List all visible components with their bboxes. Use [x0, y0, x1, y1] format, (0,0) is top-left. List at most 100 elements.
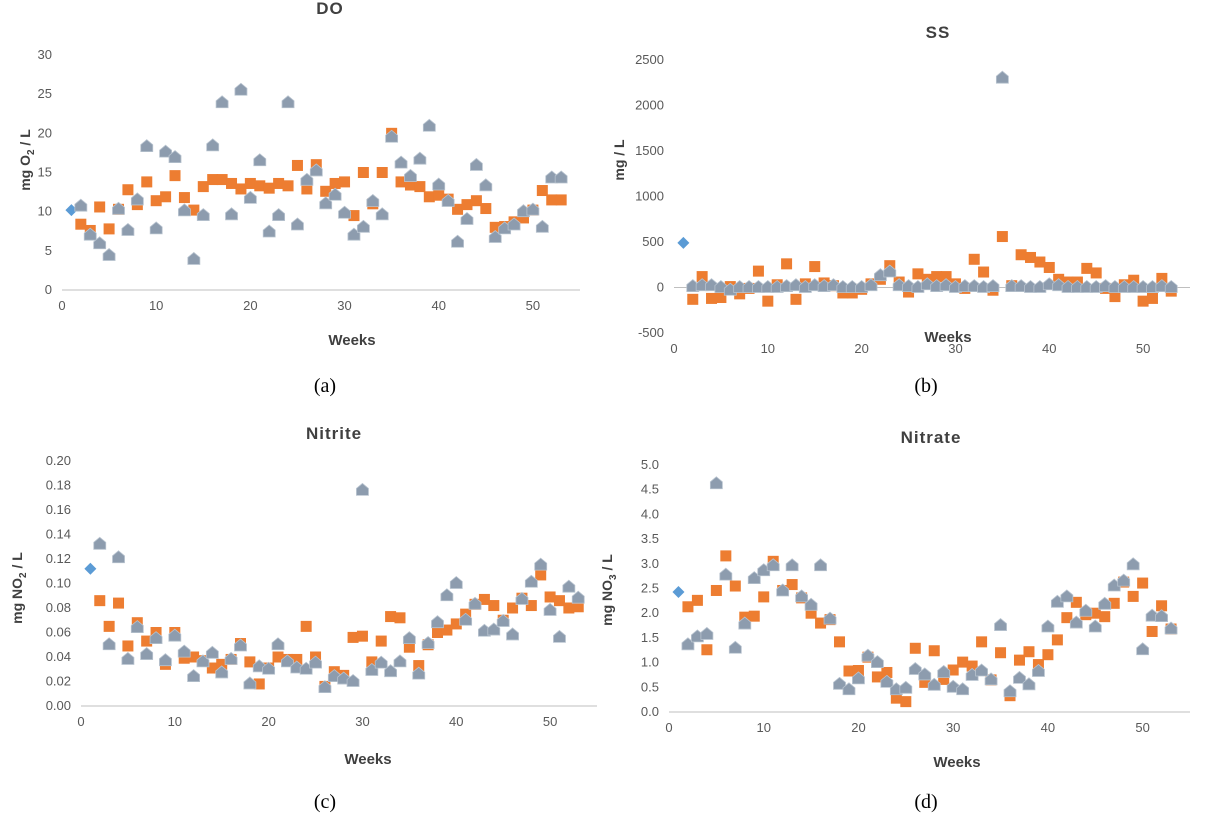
data-point-square	[433, 189, 445, 201]
data-point-pentagon	[899, 680, 913, 694]
data-point-square	[395, 176, 407, 188]
x-tick-label: 40	[1041, 720, 1055, 735]
data-point-square	[843, 665, 855, 677]
data-point-pentagon	[883, 264, 897, 278]
data-point-pentagon	[422, 118, 436, 132]
y-tick-label: 0.20	[46, 453, 71, 468]
data-point-pentagon	[159, 144, 173, 158]
data-point-pentagon	[766, 558, 780, 572]
data-point-pentagon	[393, 654, 407, 668]
data-point-square	[488, 600, 500, 612]
plot-area-2: 0 10 20 30 40 50 0.00 0.02 0.04 0.06 0.08 0.10 0.12 0…	[46, 453, 597, 729]
data-point-pentagon	[93, 536, 107, 550]
data-point-square	[480, 203, 492, 215]
data-point-pentagon	[328, 187, 342, 201]
data-point-square	[1013, 654, 1025, 666]
panel-a: DO Weeks mg O2 / L (a)	[17, 0, 376, 397]
data-point-square	[122, 640, 134, 652]
data-point-square	[188, 204, 200, 216]
data-point-pentagon	[479, 178, 493, 192]
data-point-square	[940, 271, 952, 283]
data-point-square	[1146, 625, 1158, 637]
data-point-square	[150, 195, 162, 207]
panel-caption-a: (a)	[314, 375, 336, 397]
data-point-square	[404, 179, 416, 191]
plot-area-3: 0 10 20 30 40 50 0.0 0.5 1.0 1.5 2.0 2.5 3.0 3.5 4.0 4.…	[641, 457, 1190, 735]
data-point-square	[1137, 295, 1149, 307]
data-point-square	[912, 268, 924, 280]
data-point-square	[216, 174, 228, 186]
data-point-square	[1127, 590, 1139, 602]
x-tick-label: 0	[665, 720, 672, 735]
data-point-pentagon	[1164, 621, 1178, 635]
data-point-pentagon	[262, 661, 276, 675]
data-point-pentagon	[205, 645, 219, 659]
data-point-pentagon	[785, 558, 799, 572]
data-point-square	[1034, 256, 1046, 268]
data-point-square	[320, 185, 332, 197]
data-point-square	[478, 593, 490, 605]
data-point-pentagon	[535, 219, 549, 233]
data-point-square	[94, 201, 106, 213]
data-point-square	[1089, 607, 1101, 619]
y-tick-label: 1.0	[641, 655, 659, 670]
data-point-square	[1099, 611, 1111, 623]
data-point-pentagon	[986, 279, 1000, 292]
data-point-pentagon	[526, 202, 540, 216]
data-point-square	[938, 673, 950, 685]
y-axis-label-mg-no3: mg NO3 / L	[599, 554, 619, 626]
data-point-pentagon	[140, 647, 154, 660]
data-point-pentagon	[243, 676, 257, 690]
data-point-square	[563, 602, 575, 614]
data-point-square	[1051, 634, 1063, 646]
data-point-pentagon	[253, 153, 267, 167]
data-point-pentagon	[1136, 642, 1150, 656]
data-point-square	[507, 602, 519, 614]
data-point-square	[1109, 291, 1121, 303]
y-tick-label: 0.5	[641, 679, 659, 694]
data-point-pentagon	[215, 95, 229, 109]
y-axis-label-mg-per-l: mg / L	[611, 139, 627, 181]
data-point-square	[919, 676, 931, 688]
x-tick-label: 30	[337, 298, 351, 313]
data-point-square	[786, 579, 798, 591]
data-point-square	[781, 258, 793, 270]
data-point-pentagon	[738, 616, 752, 630]
data-point-pentagon	[728, 640, 742, 654]
y-tick-label: 2.5	[641, 581, 659, 596]
x-axis-label-weeks: Weeks	[328, 332, 375, 349]
data-point-square	[273, 177, 285, 189]
data-point-square	[536, 185, 548, 197]
data-point-pentagon	[1060, 589, 1074, 603]
y-axis-label-subscript: 2	[18, 572, 29, 578]
data-point-pentagon	[814, 558, 827, 572]
data-point-square	[968, 253, 980, 265]
data-point-diamond	[672, 585, 685, 598]
panel-caption-b: (b)	[914, 375, 937, 397]
y-tick-label: 0.0	[641, 704, 659, 719]
data-point-pentagon	[309, 163, 323, 177]
data-point-pentagon	[366, 193, 380, 207]
x-tick-label: 10	[168, 714, 182, 729]
data-point-square	[957, 656, 969, 668]
data-point-square	[1156, 600, 1168, 612]
panel-c: Nitrite Weeks mg NO2 / L (c)	[9, 424, 392, 813]
data-point-pentagon	[562, 579, 576, 593]
x-axis-label-weeks: Weeks	[344, 751, 391, 768]
data-point-square	[928, 645, 940, 657]
data-point-square	[976, 636, 988, 648]
data-point-square	[188, 651, 200, 663]
data-point-pentagon	[1003, 684, 1017, 698]
data-point-pentagon	[861, 648, 875, 662]
y-tick-label: 0.14	[46, 527, 71, 542]
data-point-square	[706, 292, 718, 304]
data-point-square	[375, 635, 387, 647]
y-tick-label: 0	[657, 280, 664, 295]
data-point-pentagon	[864, 278, 878, 292]
data-point-pentagon	[394, 155, 408, 169]
data-point-square	[809, 261, 821, 273]
data-point-square	[947, 664, 959, 676]
plot-area-1: 0 10 20 30 40 50 -500 0 500 1000 1500 2000 2500	[635, 52, 1190, 356]
data-point-pentagon	[177, 644, 191, 658]
data-point-square	[748, 610, 760, 622]
